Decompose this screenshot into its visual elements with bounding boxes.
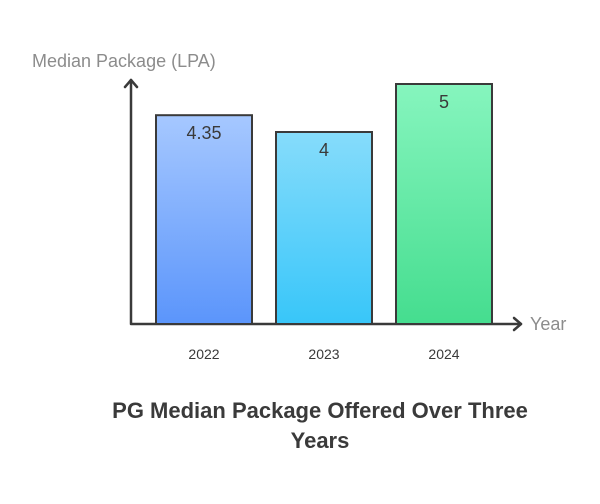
bar-2024	[395, 83, 493, 325]
bar-2023	[275, 131, 373, 325]
bar-value-label-2023: 4	[319, 140, 329, 160]
axes	[129, 78, 523, 326]
bar-value-label-2022: 4.35	[186, 123, 221, 143]
x-tick-label-2023: 2023	[308, 346, 339, 362]
bar-value-label-2024: 5	[439, 92, 449, 112]
chart-title: PG Median Package Offered Over Three Yea…	[112, 398, 528, 453]
y-axis-title: Median Package (LPA)	[32, 51, 216, 71]
x-tick-label-2024: 2024	[428, 346, 459, 362]
bar-2022	[155, 114, 253, 325]
x-axis-title: Year	[530, 314, 566, 334]
x-tick-label-2022: 2022	[188, 346, 219, 362]
bars: 4.35 2022 4 2023 5 2024	[155, 83, 493, 362]
